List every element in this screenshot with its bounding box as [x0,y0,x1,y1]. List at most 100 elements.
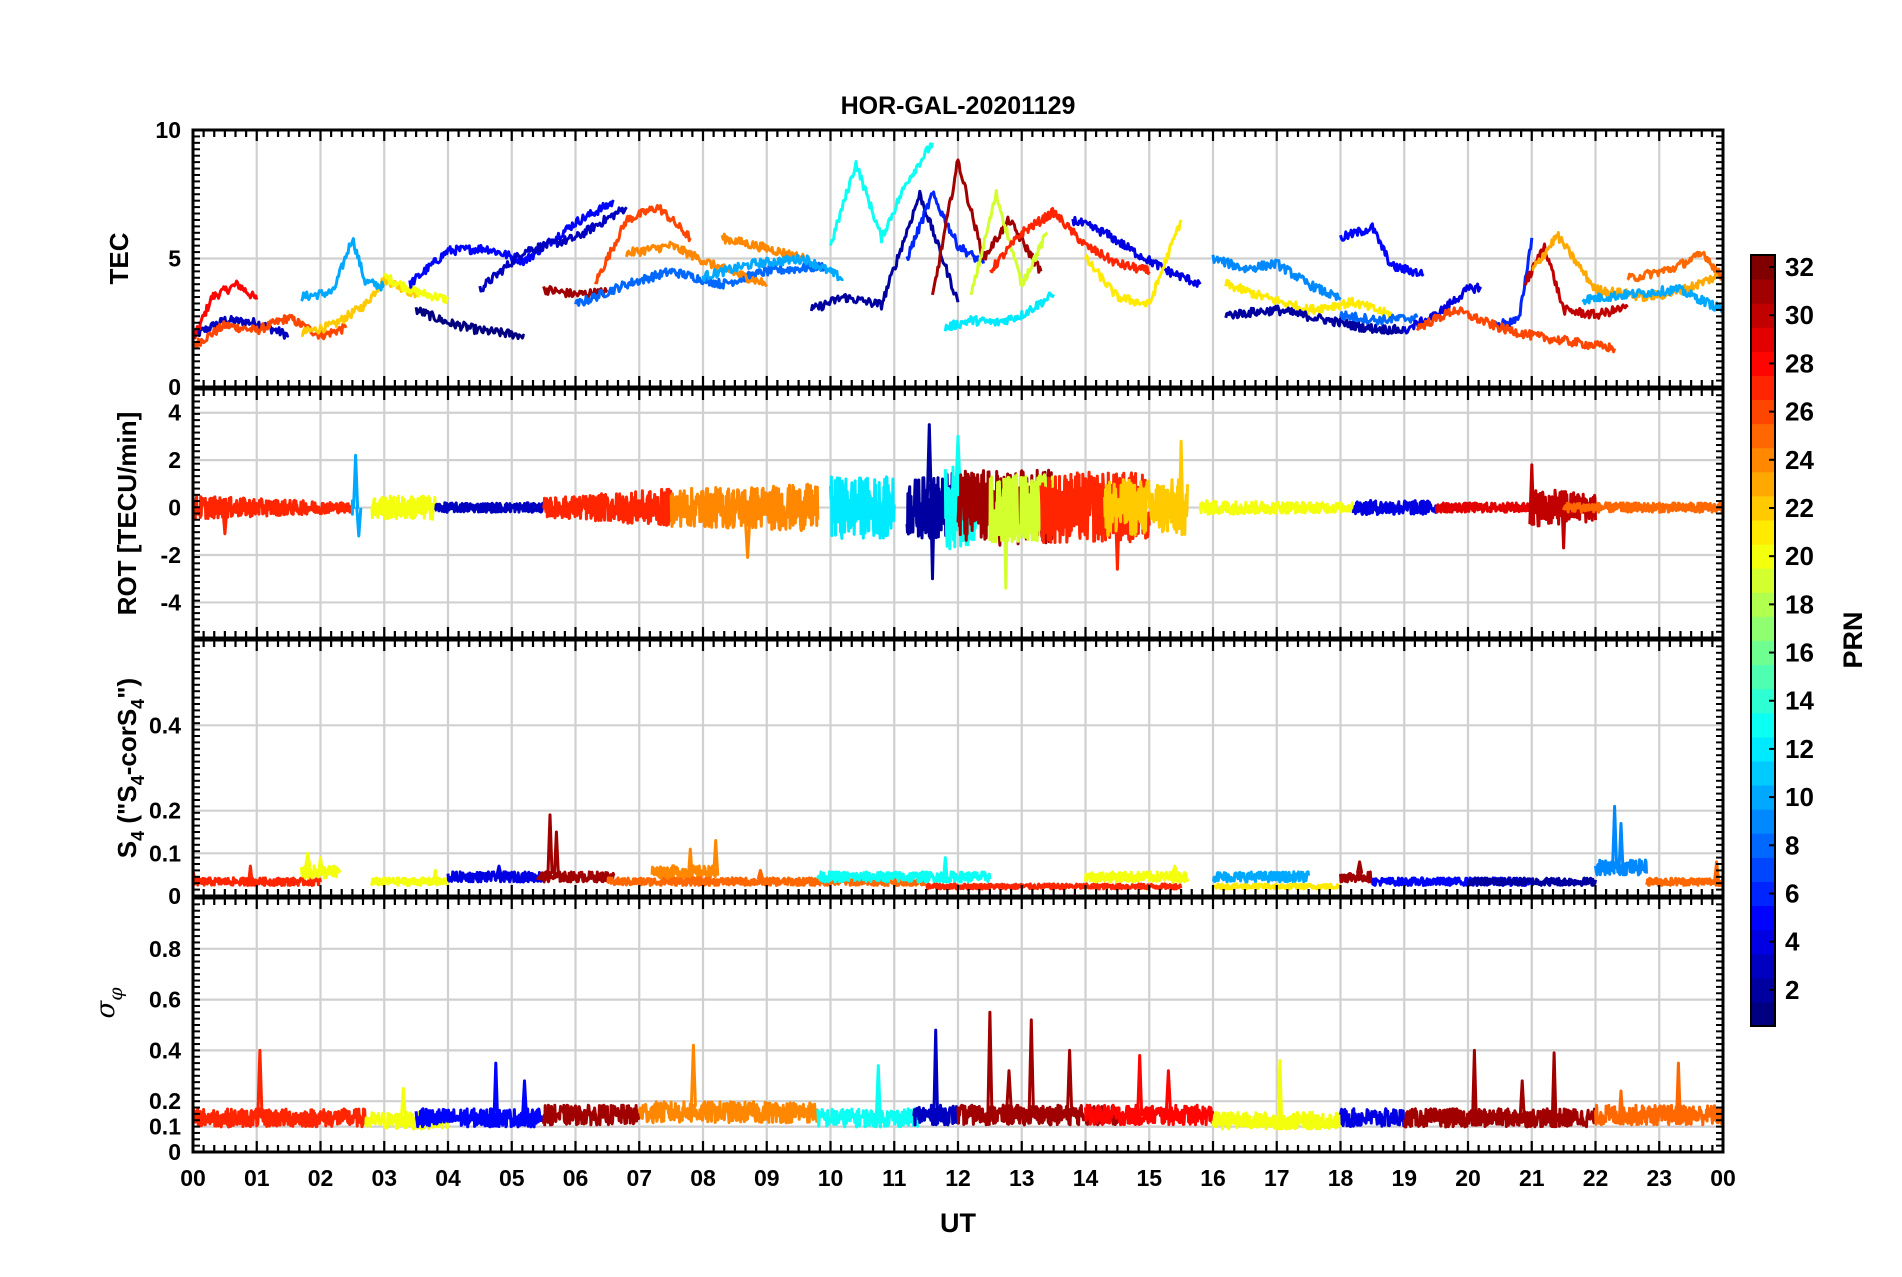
x-tick-label: 19 [1391,1165,1417,1191]
series-line-prn-27 [193,495,354,536]
series-group [193,142,1723,354]
y-tick-label: 0.2 [149,798,181,824]
series-line-prn-30 [1523,242,1629,320]
y-axis-label-tec: TEC [104,232,134,284]
series-line-prn-5 [1339,222,1425,277]
x-tick-label: 20 [1455,1165,1481,1191]
series-line-prn-27 [193,864,322,887]
x-tick-label: 14 [1073,1165,1099,1191]
y-axis-label-s4: S4​ ("S4​-corS4​") [112,678,148,858]
series-line-prn-2 [1466,876,1597,887]
colorbar-tick-label: 20 [1785,541,1814,571]
series-line-prn-27 [989,207,1151,275]
y-tick-label: 0 [168,1139,181,1165]
y-tick-label: 0 [168,495,181,521]
y-axis-label-rot: ROT [TECU/min] [112,412,142,616]
colorbar-tick-label: 12 [1785,734,1814,764]
panel-rot: -4 -2 0 2 4 ROT [TECU/min] [112,387,1725,640]
colorbar-tick-label: 30 [1785,300,1814,330]
x-tick-label: 17 [1264,1165,1290,1191]
x-tick-label: 11 [882,1165,907,1191]
x-tick-label: 18 [1328,1165,1354,1191]
y-tick-label: -4 [161,589,182,615]
series-line-prn-20 [370,494,437,521]
colorbar-tick-label: 14 [1785,686,1814,716]
series-line-prn-27 [193,1048,367,1129]
y-tick-label: 0.1 [149,840,181,866]
y-tick-label: 2 [168,447,181,473]
x-tick-label: 09 [754,1165,780,1191]
series-line-prn-4 [1402,282,1483,335]
series-line-prn-8 [574,261,826,307]
chart-title: HOR-GAL-20201129 [841,92,1076,120]
x-tick-label: 00 [1710,1165,1736,1191]
y-tick-label: 4 [168,400,181,426]
series-line-prn-24 [637,1043,820,1125]
series-line-prn-4 [1071,215,1202,288]
series-line-prn-10 [1212,870,1311,884]
series-line-prn-26 [1415,306,1617,354]
series-group [193,1010,1723,1131]
x-tick-label: 02 [308,1165,334,1191]
series-line-prn-28 [1084,1054,1215,1127]
series-line-prn-31 [542,1103,641,1127]
y-tick-label: 10 [155,117,181,143]
series-group [193,423,1723,590]
series-line-prn-20 [370,868,449,887]
series-line-prn-29 [1434,501,1533,514]
series-line-prn-31 [536,813,616,884]
series-line-prn-1 [414,306,526,341]
colorbar-tick-label: 28 [1785,348,1814,378]
series-line-prn-30 [1528,463,1597,550]
panel-sigma: 00.10.2 0.4 0.6 0.8 σφ 00 01 02 03 04 05 06 07 08 09 10… [91,896,1736,1191]
y-tick-label: 0.6 [149,987,181,1013]
panel-tec: 0 5 10 TEC [104,117,1725,400]
colorbar-tick-label: 6 [1785,878,1799,908]
colorbar-tick-label: 24 [1785,445,1814,475]
series-line-prn-4 [1351,499,1438,516]
y-tick-label: 0.1 [149,1114,181,1140]
y-tick-label: 0.4 [149,1037,181,1063]
x-axis-label: UT [940,1208,976,1238]
series-line-prn-3 [912,1028,960,1127]
colorbar-tick-label: 32 [1785,252,1814,282]
y-tick-label: 0.8 [149,936,181,962]
series-line-prn-2 [1224,304,1406,336]
series-line-prn-12 [829,475,896,540]
series-line-prn-2 [809,189,960,312]
colorbar-band [1751,520,1775,545]
series-line-prn-13 [816,1064,922,1129]
y-tick-label: 0.2 [149,1088,181,1114]
x-tick-label: 00 [180,1165,206,1191]
colorbar-tick-label: 26 [1785,397,1814,427]
colorbar-band [1751,375,1775,401]
panel-s4: 0 0.1 0.2 0.4S4​ ("S4​-corS4​") [112,638,1725,909]
series-line-prn-28 [193,279,259,340]
series-line-prn-20 [383,272,450,305]
series-line-prn-24 [669,482,820,559]
series-line-prn-20 [299,851,342,880]
series-line-prn-22 [300,274,418,337]
series-line-prn-25 [606,868,928,887]
colorbar-tick-label: 16 [1785,638,1814,668]
series-line-prn-27 [925,882,1183,891]
x-tick-label: 21 [1519,1165,1545,1191]
colorbar-frame [1750,254,1776,1027]
colorbar-band [1751,905,1775,931]
series-line-prn-9 [1594,804,1648,877]
colorbar-band [1751,568,1775,593]
x-tick-label: 16 [1200,1165,1226,1191]
colorbar-band [1751,953,1775,979]
colorbar-band [1751,664,1775,690]
series-line-prn-25 [1594,1061,1723,1127]
series-line-prn-10 [350,453,363,538]
series-line-prn-8 [1339,310,1419,326]
series-line-prn-26 [593,204,692,285]
colorbar-band [1751,423,1775,449]
series-line-prn-22 [1103,439,1189,538]
colorbar-tick-label: 8 [1785,830,1799,860]
